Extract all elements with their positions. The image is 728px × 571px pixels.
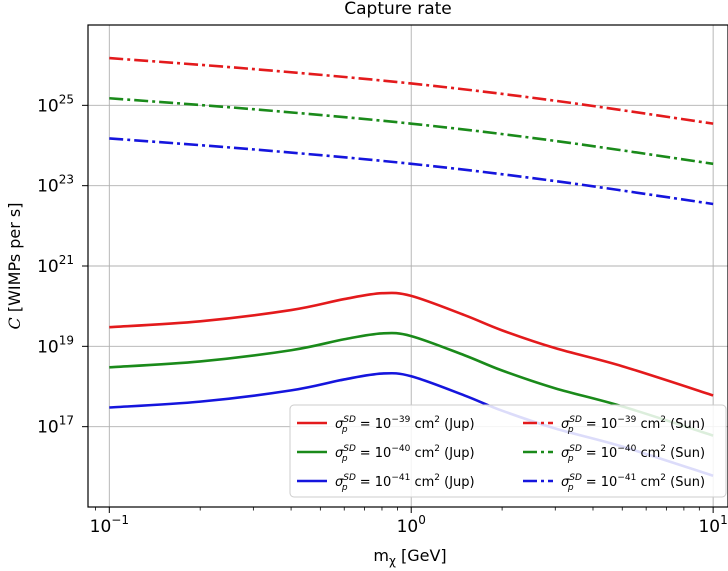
y-tick-label-1: 1019 [37, 333, 74, 357]
y-axis-label: C [WIMPs per s] [5, 203, 24, 330]
x-axis-label: mχ [GeV] [373, 546, 446, 568]
legend-label-3: σSD p = 10−39 cm2 (Sun) [561, 415, 705, 435]
legend-label-5: σSD p = 10−41 cm2 (Sun) [561, 473, 705, 493]
y-tick-label-0: 1017 [37, 414, 74, 438]
x-tick-label-2: 101 [698, 513, 727, 537]
legend-label-0: σSD p = 10−39 cm2 (Jup) [335, 415, 475, 435]
legend-label-1: σSD p = 10−40 cm2 (Jup) [335, 444, 475, 464]
series-line-4 [109, 96, 714, 166]
series-line-3 [109, 56, 714, 125]
legend-label-2: σSD p = 10−41 cm2 (Jup) [335, 473, 475, 493]
y-tick-label-4: 1025 [37, 92, 74, 116]
series-line-5 [109, 137, 714, 206]
series-line-0 [109, 291, 714, 397]
series-line-1 [109, 331, 714, 437]
legend-box [289, 404, 727, 498]
chart-legend: σSD p = 10−39 cm2 (Jup) σSD p = 10−40 cm2 (… [289, 404, 727, 498]
legend-label-4: σSD p = 10−40 cm2 (Sun) [561, 444, 705, 464]
chart-title: Capture rate [344, 0, 452, 19]
